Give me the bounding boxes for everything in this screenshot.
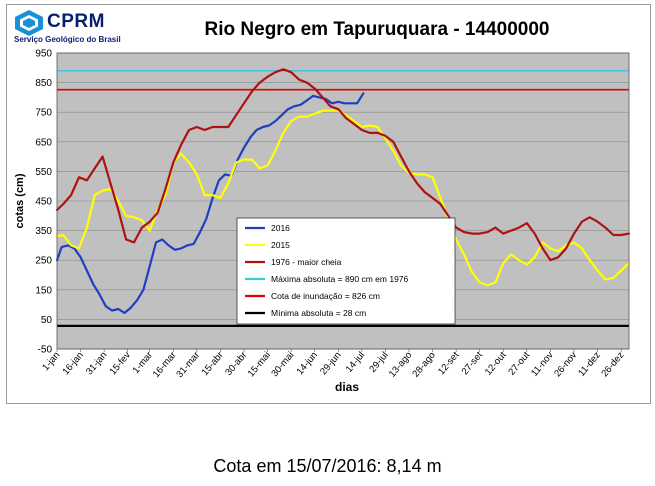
- chart-title: Rio Negro em Tapuruquara - 14400000: [205, 19, 550, 40]
- y-tick-label: 950: [35, 49, 52, 60]
- x-tick-label: 27-set: [460, 350, 486, 378]
- chart: -50 50 150 250 350 450 550 650 750 850 950 1-jan16…: [14, 19, 631, 394]
- x-tick-label: 31-jan: [84, 350, 109, 377]
- legend-label: Mínima absoluta = 28 cm: [271, 308, 366, 318]
- x-tick-label: 30-abr: [223, 350, 249, 378]
- y-tick-label: 150: [35, 285, 52, 296]
- x-tick-label: 29-jun: [318, 350, 343, 377]
- series-line: [55, 68, 631, 262]
- caption: Cota em 15/07/2016: 8,14 m: [213, 456, 442, 476]
- x-tick-label: 11-dez: [576, 350, 603, 379]
- x-tick-label: 26-dez: [599, 350, 626, 380]
- x-tick-label: 11-nov: [529, 350, 556, 379]
- y-tick-labels: -50 50 150 250 350 450 550 650 750 850 950: [35, 49, 52, 356]
- x-tick-label: 16-jan: [60, 350, 85, 377]
- y-tick-label: 850: [35, 78, 52, 89]
- x-tick-label: 27-out: [506, 350, 532, 378]
- legend-box: [236, 217, 456, 325]
- x-tick-label: 15-fev: [108, 350, 134, 377]
- x-tick-label: 12-set: [436, 350, 462, 378]
- x-tick-label: 15-abr: [200, 350, 226, 378]
- x-tick-label: 30-mai: [269, 350, 296, 379]
- x-tick-label: 15-mai: [246, 350, 273, 379]
- y-tick-label: 50: [41, 315, 53, 326]
- y-tick-label: 650: [35, 137, 52, 148]
- x-tick-label: 13-ago: [387, 350, 414, 380]
- x-tick-label: 14-jun: [295, 350, 320, 377]
- plot-border: [56, 52, 630, 350]
- y-axis-label: cotas (cm): [14, 173, 26, 228]
- legend-label: 2016: [271, 223, 290, 233]
- y-tick-label: 350: [35, 226, 52, 237]
- logo-name: CPRM: [47, 11, 105, 32]
- legend-label: 1976 - maior cheia: [271, 257, 342, 267]
- legend-label: 2015: [271, 240, 290, 250]
- series-lines: [55, 68, 631, 314]
- y-tick-label: 450: [35, 197, 52, 208]
- logo-subtitle: Serviço Geológico do Brasil: [14, 35, 121, 44]
- cprm-logo: CPRM Serviço Geológico do Brasil: [11, 7, 161, 47]
- x-tick-label: 26-nov: [552, 350, 579, 380]
- x-tick-label: 28-ago: [410, 350, 437, 380]
- x-tick-label: 14-jul: [344, 350, 367, 375]
- legend-label: Cota de inundação = 826 cm: [271, 291, 380, 301]
- legend-label: Máxima absoluta = 890 cm em 1976: [271, 274, 409, 284]
- x-tick-labels: 1-jan16-jan31-jan15-fev1-mar16-mar31-mar…: [40, 350, 626, 380]
- x-axis-label: dias: [335, 380, 359, 394]
- y-tick-label: 550: [35, 167, 52, 178]
- x-tick-label: 16-mar: [151, 350, 179, 380]
- x-tick-label: 12-out: [483, 350, 509, 378]
- series-line: [55, 92, 365, 314]
- x-tick-label: 31-mar: [174, 350, 202, 380]
- y-tick-label: 750: [35, 108, 52, 119]
- y-tick-label: -50: [38, 345, 53, 356]
- cprm-logo-icon: [15, 10, 43, 36]
- y-tick-label: 250: [35, 256, 52, 267]
- reference-lines: [57, 69, 629, 328]
- chart-frame: -50 50 150 250 350 450 550 650 750 850 950 1-jan 16…: [6, 4, 651, 404]
- legend: 2016 2015 1976 - maior cheia Máxima absolut…: [236, 217, 456, 325]
